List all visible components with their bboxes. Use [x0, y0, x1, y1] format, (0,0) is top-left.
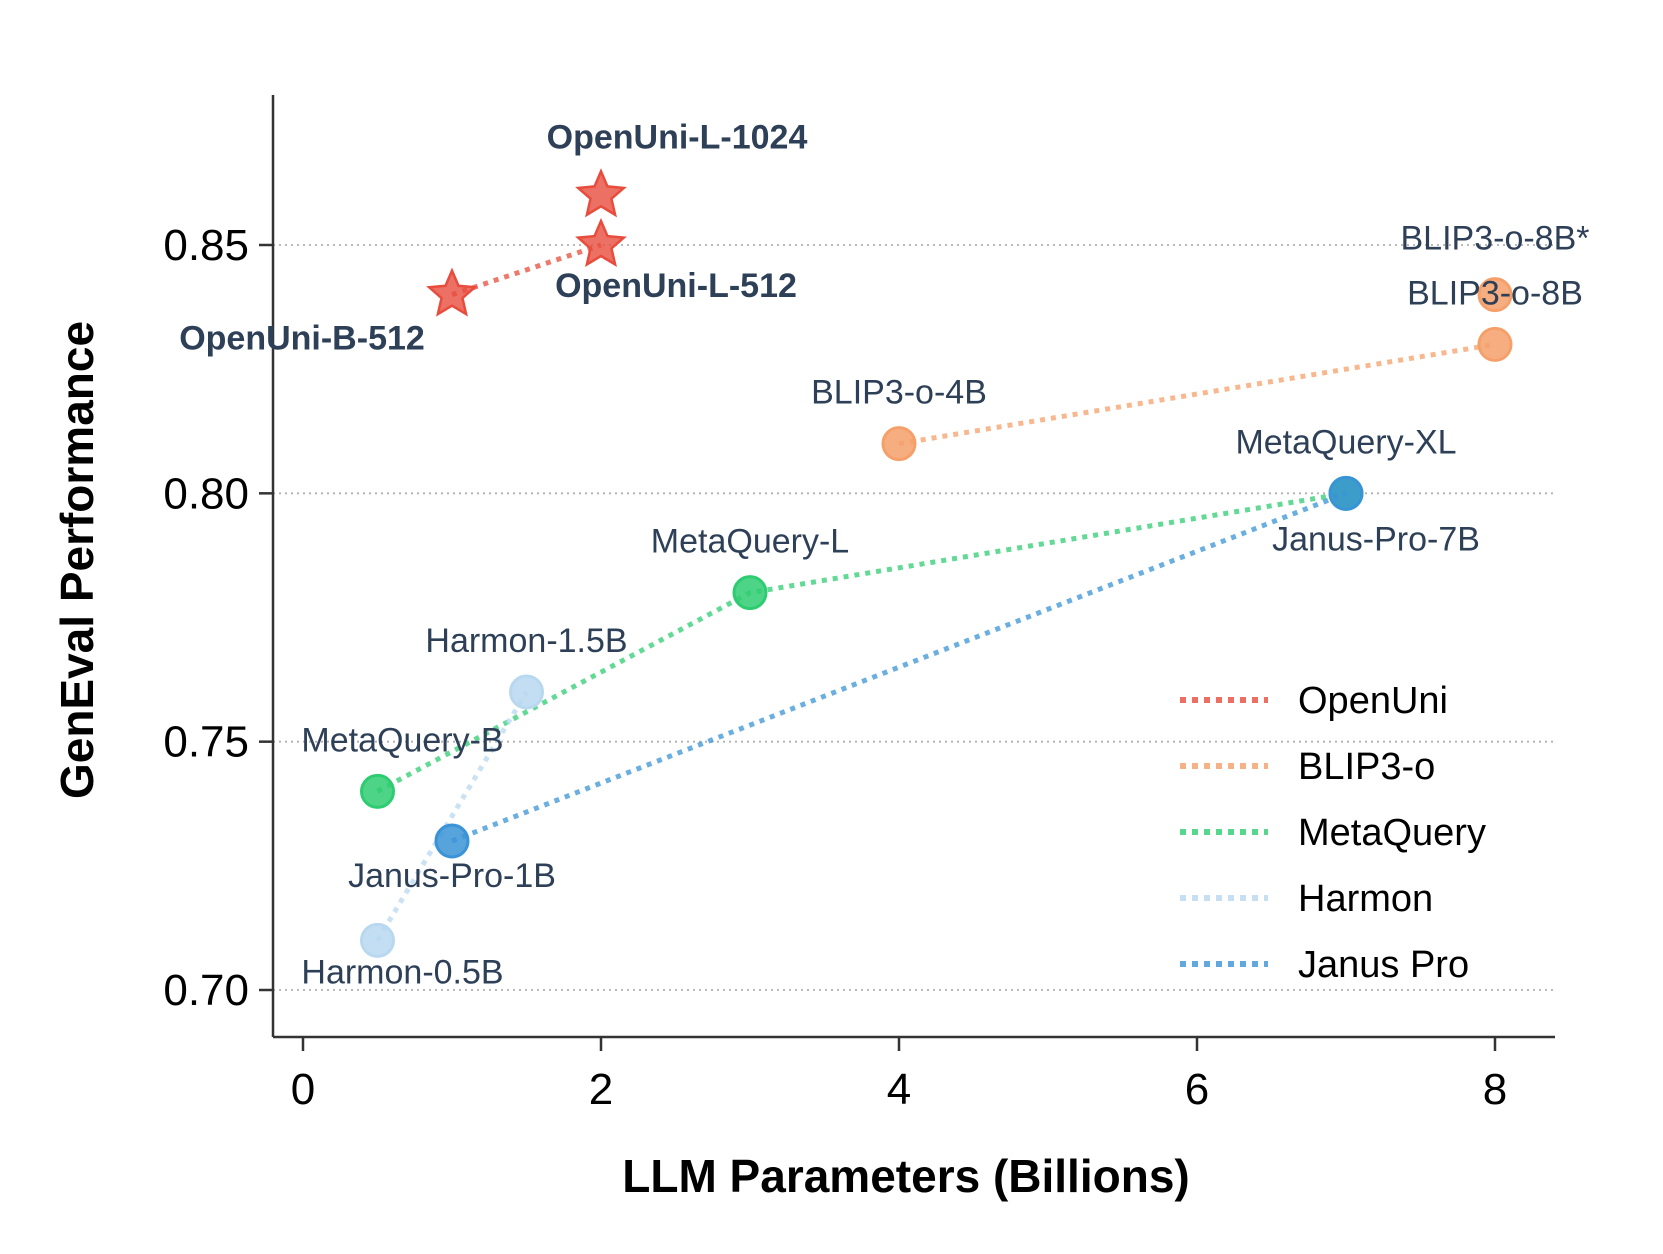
- legend-item-harmon: Harmon: [1180, 878, 1433, 920]
- y-tick-label: 0.80: [163, 469, 249, 518]
- series-openuni: [426, 168, 627, 317]
- legend-item-openuni: OpenUni: [1180, 680, 1448, 722]
- point-label-openuni-l-1024: OpenUni-L-1024: [547, 118, 808, 156]
- data-point-janus-pro-1b: [434, 823, 470, 859]
- data-point-blip3-o-8b: [1477, 326, 1513, 362]
- data-point-harmon-1-5b: [509, 674, 544, 710]
- legend-label: MetaQuery: [1298, 812, 1486, 854]
- legend-label: Janus Pro: [1298, 944, 1469, 986]
- point-label-metaquery-b: MetaQuery-B: [301, 721, 503, 759]
- point-label-blip3-o-4b: BLIP3-o-4B: [811, 374, 987, 412]
- data-point-harmon-0-5b: [360, 922, 395, 958]
- series-janus-pro: [434, 475, 1364, 859]
- point-label-openuni-b-512: OpenUni-B-512: [179, 320, 425, 358]
- axes-layer: 0.70 0.75 0.80 0.85 0 2 4 6 8: [163, 95, 1555, 1114]
- x-tick-label: 8: [1483, 1065, 1507, 1114]
- x-tick-label: 4: [887, 1065, 911, 1114]
- series-line-harmon: [375, 690, 529, 942]
- data-point-openuni-l-1024: [575, 168, 627, 218]
- legend-item-janus-pro: Janus Pro: [1180, 944, 1469, 986]
- point-label-openuni-l-512: OpenUni-L-512: [555, 267, 797, 305]
- point-label-metaquery-xl: MetaQuery-XL: [1235, 423, 1456, 461]
- point-label-blip3-o-8b: BLIP3-o-8B: [1407, 274, 1583, 312]
- point-label-blip3-o-8b: BLIP3-o-8B*: [1401, 220, 1590, 258]
- data-point-metaquery-b: [360, 773, 395, 809]
- legend-label: OpenUni: [1298, 680, 1448, 722]
- series-harmon: [360, 674, 544, 958]
- data-point-metaquery-l: [732, 575, 768, 611]
- x-tick-label: 6: [1185, 1065, 1209, 1114]
- data-point-openuni-b-512: [426, 267, 478, 317]
- legend-item-blip3-o: BLIP3-o: [1180, 746, 1435, 788]
- labels-layer: OpenUni-B-512 OpenUni-L-512 OpenUni-L-1024…: [179, 118, 1589, 991]
- x-tick-label: 0: [291, 1065, 315, 1114]
- series-blip3-o: [881, 277, 1513, 462]
- legend-layer: OpenUni BLIP3-o MetaQuery Harmon Janus Pro: [1180, 680, 1486, 986]
- y-axis-title: GenEval Performance: [51, 321, 103, 799]
- legend-item-metaquery: MetaQuery: [1180, 812, 1486, 854]
- point-label-janus-pro-7b: Janus-Pro-7B: [1272, 520, 1480, 558]
- data-point-janus-pro-7b: [1328, 475, 1364, 511]
- point-label-metaquery-l: MetaQuery-L: [651, 523, 849, 561]
- point-label-janus-pro-1b: Janus-Pro-1B: [348, 857, 556, 895]
- point-label-harmon-0-5b: Harmon-0.5B: [301, 953, 503, 991]
- x-axis-title: LLM Parameters (Billions): [622, 1150, 1189, 1202]
- x-tick-label: 2: [589, 1065, 613, 1114]
- series-line-janus-pro: [451, 491, 1347, 844]
- data-point-blip3-o-8b: [1477, 277, 1513, 313]
- series-layer: [360, 168, 1513, 958]
- y-tick-label: 0.70: [163, 966, 249, 1015]
- point-label-harmon-1-5b: Harmon-1.5B: [425, 622, 627, 660]
- y-tick-label: 0.75: [163, 718, 249, 767]
- series-line-blip3-o: [898, 341, 1496, 447]
- data-point-openuni-l-512: [575, 217, 627, 267]
- data-point-blip3-o-4b: [881, 426, 917, 462]
- legend-label: BLIP3-o: [1298, 746, 1435, 788]
- legend-label: Harmon: [1298, 878, 1433, 920]
- y-tick-label: 0.85: [163, 221, 249, 270]
